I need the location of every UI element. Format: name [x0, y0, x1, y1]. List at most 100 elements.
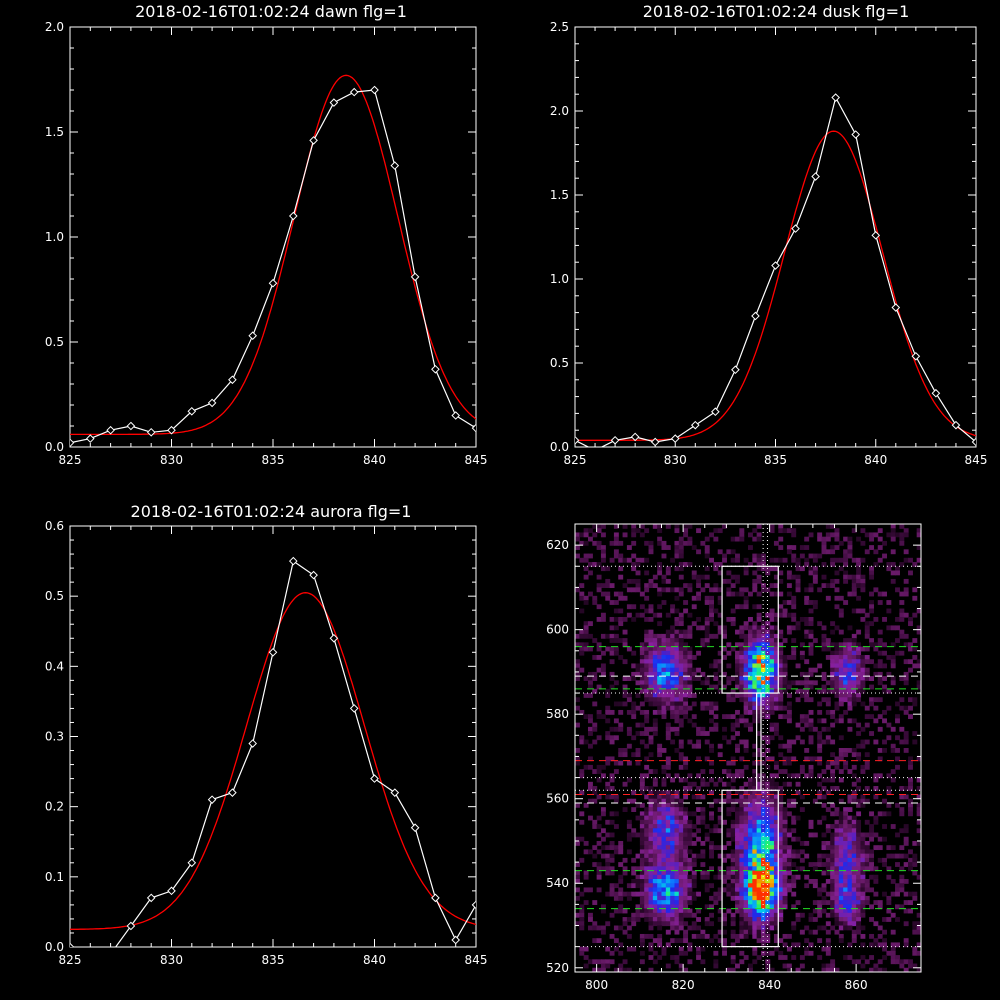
heatmap-pixel: [773, 638, 779, 643]
heatmap-pixel: [648, 655, 654, 660]
heatmap-pixel: [834, 587, 840, 593]
heatmap-pixel: [730, 608, 736, 614]
heatmap-pixel: [756, 832, 762, 838]
heatmap-pixel: [890, 625, 896, 631]
heatmap-pixel: [916, 528, 921, 534]
heatmap-pixel: [869, 828, 875, 834]
heatmap-pixel: [622, 532, 628, 538]
heatmap-pixel: [648, 629, 654, 635]
heatmap-pixel: [635, 587, 641, 593]
heatmap-pixel: [769, 777, 775, 783]
heatmap-pixel: [626, 676, 632, 681]
heatmap-pixel: [639, 642, 645, 648]
heatmap-pixel: [908, 786, 913, 791]
heatmap-pixel: [769, 591, 775, 597]
heatmap-pixel: [877, 671, 883, 677]
heatmap-pixel: [743, 688, 749, 694]
heatmap-pixel: [825, 646, 831, 652]
heatmap-pixel: [674, 807, 680, 812]
heatmap-pixel: [661, 790, 667, 796]
heatmap-pixel: [691, 693, 697, 698]
heatmap-pixel: [687, 828, 693, 834]
heatmap-pixel: [769, 794, 775, 800]
heatmap-pixel: [760, 908, 766, 914]
heatmap-pixel: [743, 887, 749, 893]
heatmap-pixel: [830, 900, 836, 905]
heatmap-pixel: [890, 570, 896, 576]
heatmap-pixel: [665, 883, 671, 889]
data-point-marker: [791, 224, 800, 233]
heatmap-pixel: [778, 667, 784, 673]
heatmap-pixel: [817, 904, 823, 910]
heatmap-pixel: [743, 604, 749, 610]
heatmap-pixel: [661, 891, 667, 897]
heatmap-pixel: [626, 933, 632, 939]
heatmap-pixel: [691, 671, 697, 677]
heatmap-pixel: [661, 912, 667, 918]
heatmap-pixel: [869, 887, 875, 893]
heatmap-pixel: [648, 857, 654, 863]
heatmap-pixel: [886, 773, 892, 779]
heatmap-pixel: [661, 578, 667, 584]
heatmap-pixel: [786, 870, 792, 876]
data-point-marker: [594, 446, 596, 447]
heatmap-pixel: [864, 857, 870, 863]
heatmap-pixel: [674, 587, 680, 593]
heatmap-pixel: [652, 655, 658, 660]
heatmap-pixel: [877, 967, 883, 972]
heatmap-pixel: [778, 633, 784, 639]
heatmap-pixel: [752, 870, 758, 876]
heatmap-pixel: [639, 790, 645, 796]
heatmap-pixel: [644, 756, 650, 762]
heatmap-pixel: [713, 705, 719, 711]
heatmap-pixel: [674, 938, 680, 944]
heatmap-pixel: [834, 764, 840, 770]
heatmap-pixel: [808, 633, 814, 639]
heatmap-pixel: [860, 845, 866, 851]
heatmap-pixel: [713, 959, 719, 965]
heatmap-pixel: [730, 807, 736, 812]
heatmap-pixel: [661, 633, 667, 639]
heatmap-pixel: [735, 870, 740, 876]
heatmap-pixel: [639, 684, 645, 690]
heatmap-pixel: [769, 616, 775, 622]
heatmap-pixel: [908, 705, 913, 711]
heatmap-pixel: [713, 895, 719, 901]
heatmap-pixel: [830, 739, 836, 745]
heatmap-pixel: [890, 528, 896, 534]
heatmap-pixel: [851, 587, 857, 593]
heatmap-pixel: [730, 549, 736, 555]
heatmap-pixel: [860, 895, 866, 901]
heatmap-pixel: [687, 862, 693, 867]
heatmap-pixel: [657, 802, 663, 808]
heatmap-pixel: [735, 553, 740, 559]
heatmap-pixel: [739, 536, 745, 542]
heatmap-pixel: [756, 938, 762, 944]
heatmap-pixel: [838, 718, 844, 724]
heatmap-pixel: [704, 549, 710, 555]
heatmap-pixel: [678, 853, 684, 859]
heatmap-pixel: [843, 832, 849, 838]
heatmap-pixel: [748, 722, 753, 728]
heatmap-pixel: [722, 798, 727, 804]
heatmap-pixel: [691, 604, 697, 610]
heatmap-pixel: [843, 752, 849, 758]
heatmap-pixel: [683, 853, 689, 859]
heatmap-pixel: [821, 946, 827, 952]
heatmap-pixel: [756, 650, 762, 656]
heatmap-pixel: [756, 781, 762, 787]
heatmap-pixel: [908, 802, 913, 808]
heatmap-pixel: [661, 781, 667, 787]
heatmap-pixel: [899, 562, 905, 567]
heatmap-pixel: [834, 760, 840, 766]
heatmap-pixel: [786, 798, 792, 804]
heatmap-pixel: [903, 578, 909, 584]
heatmap-pixel: [687, 680, 693, 686]
heatmap-pixel: [687, 671, 693, 677]
heatmap-pixel: [683, 832, 689, 838]
heatmap-pixel: [752, 933, 758, 939]
heatmap-pixel: [739, 786, 745, 791]
heatmap-pixel: [700, 874, 706, 880]
data-point-marker: [831, 93, 840, 102]
heatmap-pixel: [652, 836, 658, 842]
